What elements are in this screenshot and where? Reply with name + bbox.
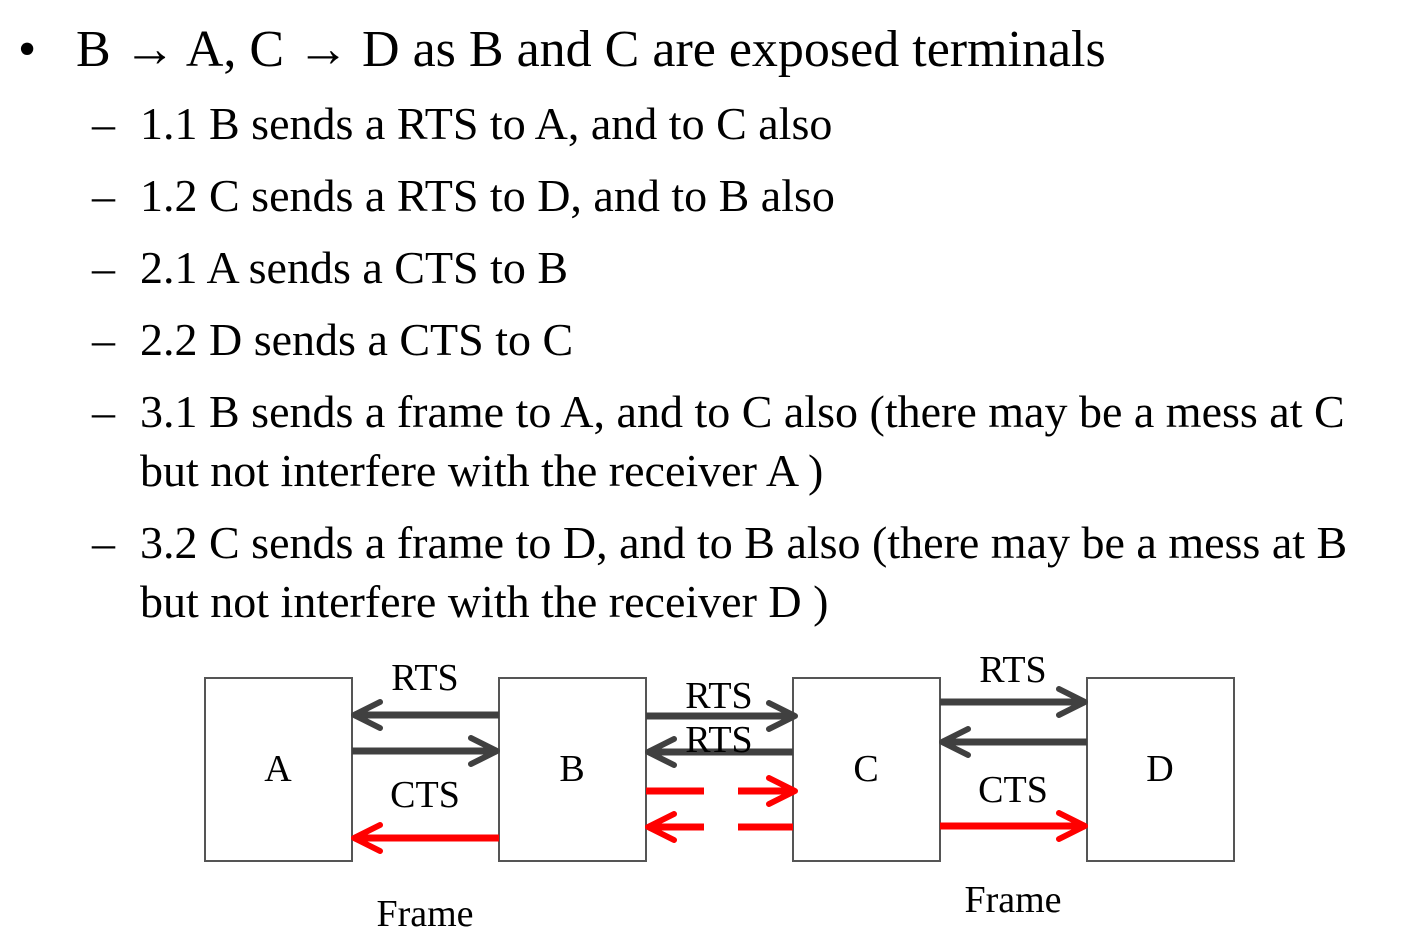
exposed-terminal-diagram: A B C D RTS CTS Frame RTS RTS RTS CTS Fr… [204,649,1235,935]
node-c-box [792,677,941,862]
rts-label-bc-bottom: RTS [685,719,752,761]
dash-marker: – [92,98,115,149]
dash-marker: – [92,314,115,365]
main-bullet: • B → A, C → D as B and C are exposed ter… [18,14,1106,86]
sub-item-text: 2.1 A sends a CTS to B [140,242,569,293]
frame-label-cd: Frame [964,879,1061,921]
sub-item-3-2: – 3.2 C sends a frame to D, and to B als… [92,513,1412,631]
node-a-label: A [264,748,292,790]
sub-item-1-2: – 1.2 C sends a RTS to D, and to B also [92,166,1412,225]
dash-marker: – [92,517,115,568]
bullet-symbol: • [18,21,37,78]
node-b-box [498,677,647,862]
node-b-label: B [559,748,584,790]
dash-marker: – [92,170,115,221]
sub-item-text: 3.1 B sends a frame to A, and to C also … [140,386,1345,496]
cts-label-ab: CTS [390,774,460,816]
sub-item-text: 1.1 B sends a RTS to A, and to C also [140,98,833,149]
node-a-box [204,677,353,862]
main-bullet-text: B → A, C → D as B and C are exposed term… [76,21,1106,78]
cts-label-cd: CTS [978,769,1048,811]
frame-label-ab: Frame [376,893,473,935]
sub-item-2-1: – 2.1 A sends a CTS to B [92,238,1412,297]
sub-item-2-2: – 2.2 D sends a CTS to C [92,310,1412,369]
node-d-label: D [1146,748,1173,790]
dash-marker: – [92,386,115,437]
rts-label-bc-top: RTS [685,675,752,717]
dash-marker: – [92,242,115,293]
node-d-box [1086,677,1235,862]
sub-item-text: 3.2 C sends a frame to D, and to B also … [140,517,1348,627]
sub-bullet-list: – 1.1 B sends a RTS to A, and to C also … [92,94,1412,644]
sub-item-1-1: – 1.1 B sends a RTS to A, and to C also [92,94,1412,153]
rts-label-cd: RTS [979,649,1046,691]
rts-label-ab: RTS [391,657,458,699]
sub-item-text: 2.2 D sends a CTS to C [140,314,574,365]
sub-item-text: 1.2 C sends a RTS to D, and to B also [140,170,835,221]
sub-item-3-1: – 3.1 B sends a frame to A, and to C als… [92,382,1412,500]
node-c-label: C [853,748,878,790]
